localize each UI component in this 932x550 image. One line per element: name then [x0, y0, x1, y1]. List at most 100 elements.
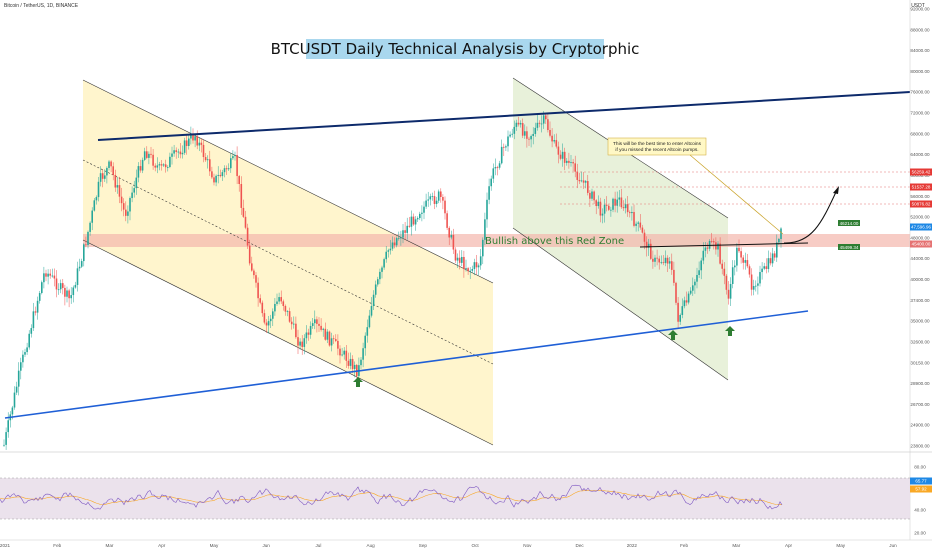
price-axis-tick: 28900.00	[910, 381, 930, 386]
time-axis-tick: May	[836, 543, 845, 548]
price-axis-tick: 76000.00	[910, 90, 930, 95]
candle-body	[461, 256, 463, 263]
candle-body	[561, 151, 564, 159]
candle-body	[169, 156, 171, 168]
price-axis-tick: 30150.00	[910, 360, 930, 365]
candle-body	[584, 181, 587, 183]
candle-body	[545, 115, 547, 120]
candle-body	[183, 140, 186, 153]
candle-body	[51, 275, 54, 277]
candle-body	[297, 337, 299, 346]
symbol-line: Bitcoin / TetherUS, 1D, BINANCE	[4, 3, 79, 9]
candle-body	[158, 164, 161, 166]
candle-body	[713, 241, 715, 243]
candle-body	[425, 200, 427, 207]
price-axis-tick: 56000.00	[910, 194, 930, 199]
candle-body	[593, 191, 595, 201]
time-axis-tick: 2021	[0, 543, 11, 548]
candle-body	[38, 293, 41, 301]
candle-body	[248, 245, 251, 264]
candle-body	[347, 360, 350, 366]
candle-body	[538, 122, 541, 124]
candle-body	[406, 225, 408, 233]
candle-body	[599, 201, 602, 216]
candle-body	[303, 338, 306, 347]
candle-body	[551, 135, 553, 142]
neckline	[639, 242, 809, 248]
candle-body	[580, 180, 583, 182]
candle-body	[295, 323, 297, 338]
rsi-badge-box	[910, 485, 932, 493]
candle-body	[683, 300, 686, 307]
candle-body	[15, 386, 18, 393]
candle-body	[72, 287, 75, 296]
candle-body	[473, 262, 476, 269]
rsi-line	[0, 484, 783, 510]
candle-body	[164, 164, 167, 168]
candle-body	[173, 150, 175, 154]
candle-body	[377, 279, 379, 285]
candle-body	[171, 153, 173, 157]
candle-body	[605, 204, 608, 206]
candle-body	[692, 285, 694, 291]
candle-body	[146, 151, 148, 158]
candle-body	[20, 362, 22, 371]
time-axis-tick: Feb	[53, 543, 61, 548]
candle-body	[311, 323, 314, 326]
price-badge-box	[910, 223, 932, 231]
candle-body	[17, 370, 20, 387]
candle-body	[26, 347, 28, 353]
candle-body	[752, 286, 755, 290]
candle-body	[242, 207, 245, 217]
candle-body	[771, 253, 774, 264]
time-axis-tick: Nov	[523, 543, 532, 548]
candle-body	[181, 152, 184, 155]
candle-body	[227, 168, 230, 170]
candle-body	[679, 314, 681, 322]
candle-body	[589, 192, 591, 199]
candle-body	[131, 192, 133, 199]
candle-body	[517, 122, 520, 125]
candle-body	[225, 168, 228, 170]
candle-body	[763, 266, 765, 269]
candle-body	[490, 178, 492, 187]
candle-body	[404, 230, 406, 233]
candle-body	[307, 332, 310, 335]
candle-body	[456, 257, 459, 261]
candle-body	[437, 191, 440, 201]
rsi-axis-tick: 80.00	[914, 465, 926, 470]
candle-body	[99, 173, 102, 182]
channel-upper-line	[82, 79, 494, 284]
candle-body	[696, 274, 698, 282]
price-axis-tick: 40000.00	[910, 277, 930, 282]
candle-body	[280, 297, 282, 302]
candle-body	[572, 162, 574, 164]
candle-body	[57, 289, 60, 291]
candle-body	[387, 250, 390, 252]
candle-body	[736, 247, 738, 266]
candle-body	[568, 160, 570, 163]
candle-body	[234, 155, 236, 157]
candle-body	[563, 151, 566, 163]
note-line-2: if you missed the recent Altcoin pumps.	[615, 147, 698, 153]
price-axis-tick: 23800.00	[910, 444, 930, 449]
candle-body	[374, 284, 377, 295]
candle-body	[578, 179, 581, 182]
candle-body	[83, 244, 85, 262]
candle-body	[215, 175, 217, 183]
candle-body	[276, 301, 278, 304]
price-axis-tick: 80000.00	[910, 69, 930, 74]
candle-body	[246, 227, 249, 246]
candle-body	[337, 340, 339, 349]
level-tag-2-box	[838, 244, 860, 250]
candle-body	[278, 297, 280, 302]
candle-body	[780, 228, 782, 239]
candle-body	[557, 146, 560, 155]
candle-body	[330, 338, 333, 346]
candle-body	[104, 175, 106, 179]
candle-body	[28, 333, 30, 348]
candle-body	[314, 319, 316, 324]
candle-body	[206, 159, 209, 161]
candle-body	[118, 185, 121, 197]
